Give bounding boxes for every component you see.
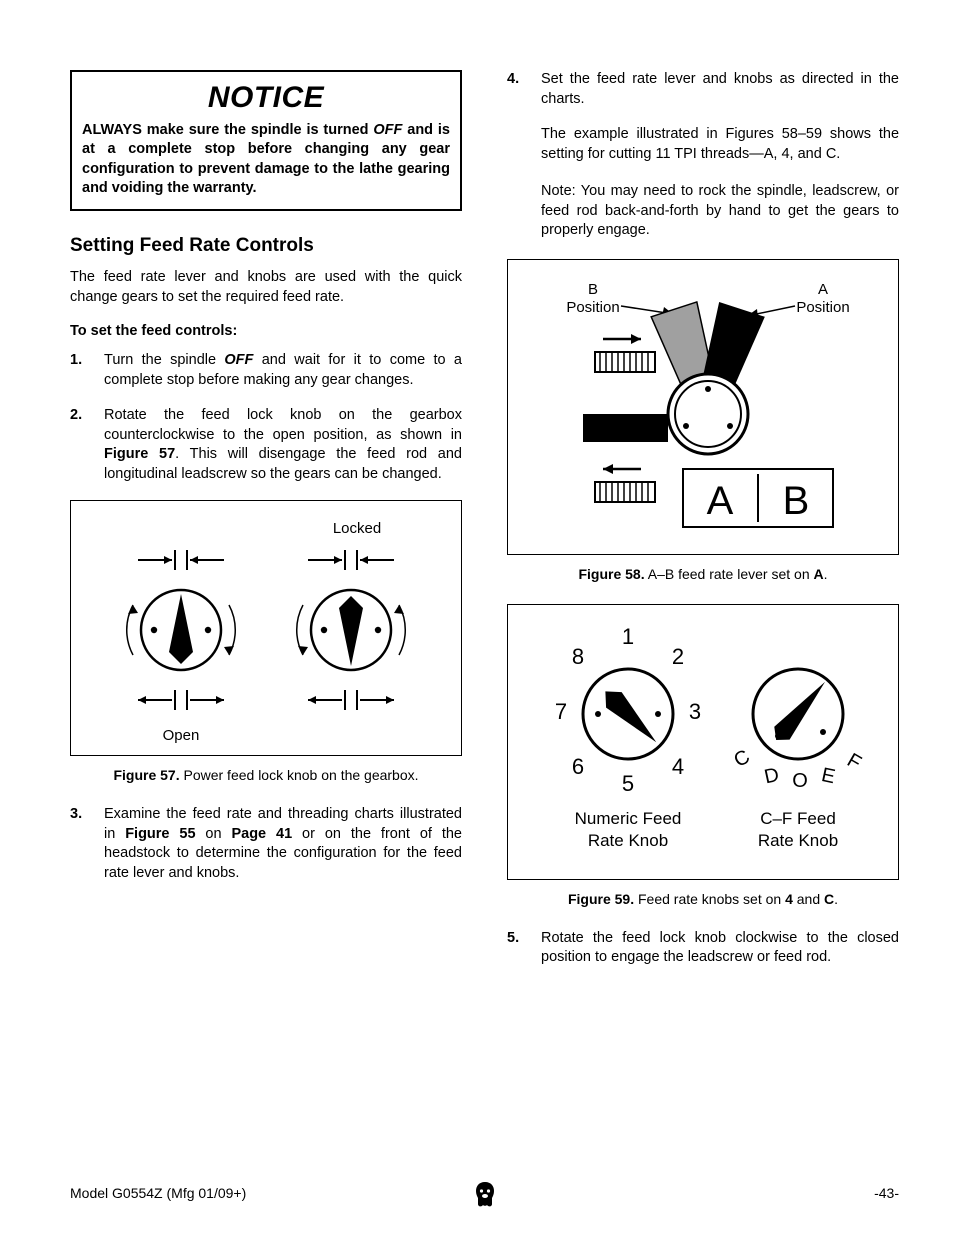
step-text: Rotate the feed lock knob clockwise to t…: [541, 929, 899, 968]
figure-58-svg: B Position A Position: [523, 274, 883, 544]
step-number: 4.: [507, 70, 541, 109]
step-5: 5. Rotate the feed lock knob clockwise t…: [507, 929, 899, 968]
notice-title: NOTICE: [82, 78, 450, 119]
step-number: 3.: [70, 805, 104, 883]
svg-text:Numeric Feed: Numeric Feed: [575, 809, 682, 828]
svg-text:C–F Feed: C–F Feed: [760, 809, 836, 828]
page-footer: Model G0554Z (Mfg 01/09+) -43-: [70, 1184, 899, 1203]
svg-text:3: 3: [689, 699, 701, 724]
figure-57-caption: Figure 57. Power feed lock knob on the g…: [70, 766, 462, 785]
svg-text:Position: Position: [566, 299, 619, 316]
svg-text:B: B: [783, 479, 810, 523]
step-text: Turn the spindle OFF and wait for it to …: [104, 351, 462, 390]
step-1: 1. Turn the spindle OFF and wait for it …: [70, 351, 462, 390]
svg-text:D: D: [762, 764, 781, 789]
svg-text:2: 2: [672, 644, 684, 669]
step-text: Examine the feed rate and threading char…: [104, 805, 462, 883]
svg-text:1: 1: [622, 624, 634, 649]
footer-logo-icon: [471, 1180, 499, 1208]
right-column: 4. Set the feed rate lever and knobs as …: [507, 70, 899, 984]
svg-text:Rate Knob: Rate Knob: [758, 831, 838, 850]
open-label: Open: [163, 727, 200, 744]
svg-text:O: O: [792, 770, 808, 792]
subhead: To set the feed controls:: [70, 322, 462, 342]
figure-58-caption: Figure 58. A–B feed rate lever set on A.: [507, 565, 899, 584]
left-column: NOTICE ALWAYS make sure the spindle is t…: [70, 70, 462, 984]
svg-text:5: 5: [622, 771, 634, 796]
figure-59-svg: 1 2 3 4 5 6 7 8 C: [523, 619, 883, 869]
figure-57-svg: Locked Open: [96, 515, 436, 745]
step-number: 1.: [70, 351, 104, 390]
figure-57-box: Locked Open: [70, 500, 462, 756]
svg-text:B: B: [588, 281, 598, 298]
svg-text:E: E: [819, 764, 837, 788]
figure-59-box: 1 2 3 4 5 6 7 8 C: [507, 604, 899, 880]
figure-58-box: B Position A Position: [507, 259, 899, 555]
step-list-right-2: 5. Rotate the feed lock knob clockwise t…: [507, 929, 899, 968]
svg-text:7: 7: [555, 699, 567, 724]
step-list-cont: 3. Examine the feed rate and threading c…: [70, 805, 462, 883]
svg-text:8: 8: [572, 644, 584, 669]
step-4-note: Note: You may need to rock the spindle, …: [541, 182, 899, 241]
svg-text:Rate Knob: Rate Knob: [588, 831, 668, 850]
section-heading: Setting Feed Rate Controls: [70, 233, 462, 259]
svg-text:A: A: [707, 479, 734, 523]
step-text: Set the feed rate lever and knobs as dir…: [541, 70, 899, 109]
step-4: 4. Set the feed rate lever and knobs as …: [507, 70, 899, 109]
figure-59-caption: Figure 59. Feed rate knobs set on 4 and …: [507, 890, 899, 909]
step-list: 1. Turn the spindle OFF and wait for it …: [70, 351, 462, 484]
svg-text:Position: Position: [796, 299, 849, 316]
step-text: Rotate the feed lock knob on the gearbox…: [104, 406, 462, 484]
step-3: 3. Examine the feed rate and threading c…: [70, 805, 462, 883]
svg-text:4: 4: [672, 754, 684, 779]
notice-box: NOTICE ALWAYS make sure the spindle is t…: [70, 70, 462, 211]
notice-body: ALWAYS make sure the spindle is turned O…: [82, 121, 450, 199]
locked-label: Locked: [333, 520, 381, 537]
svg-text:C: C: [730, 745, 754, 771]
step-number: 2.: [70, 406, 104, 484]
footer-right: -43-: [874, 1184, 899, 1203]
svg-text:F: F: [843, 749, 865, 774]
footer-left: Model G0554Z (Mfg 01/09+): [70, 1184, 246, 1203]
step-list-right: 4. Set the feed rate lever and knobs as …: [507, 70, 899, 109]
intro-paragraph: The feed rate lever and knobs are used w…: [70, 268, 462, 307]
svg-text:6: 6: [572, 754, 584, 779]
step-2: 2. Rotate the feed lock knob on the gear…: [70, 406, 462, 484]
step-number: 5.: [507, 929, 541, 968]
step-4-sub: The example illustrated in Figures 58–59…: [541, 125, 899, 164]
svg-text:A: A: [818, 281, 828, 298]
